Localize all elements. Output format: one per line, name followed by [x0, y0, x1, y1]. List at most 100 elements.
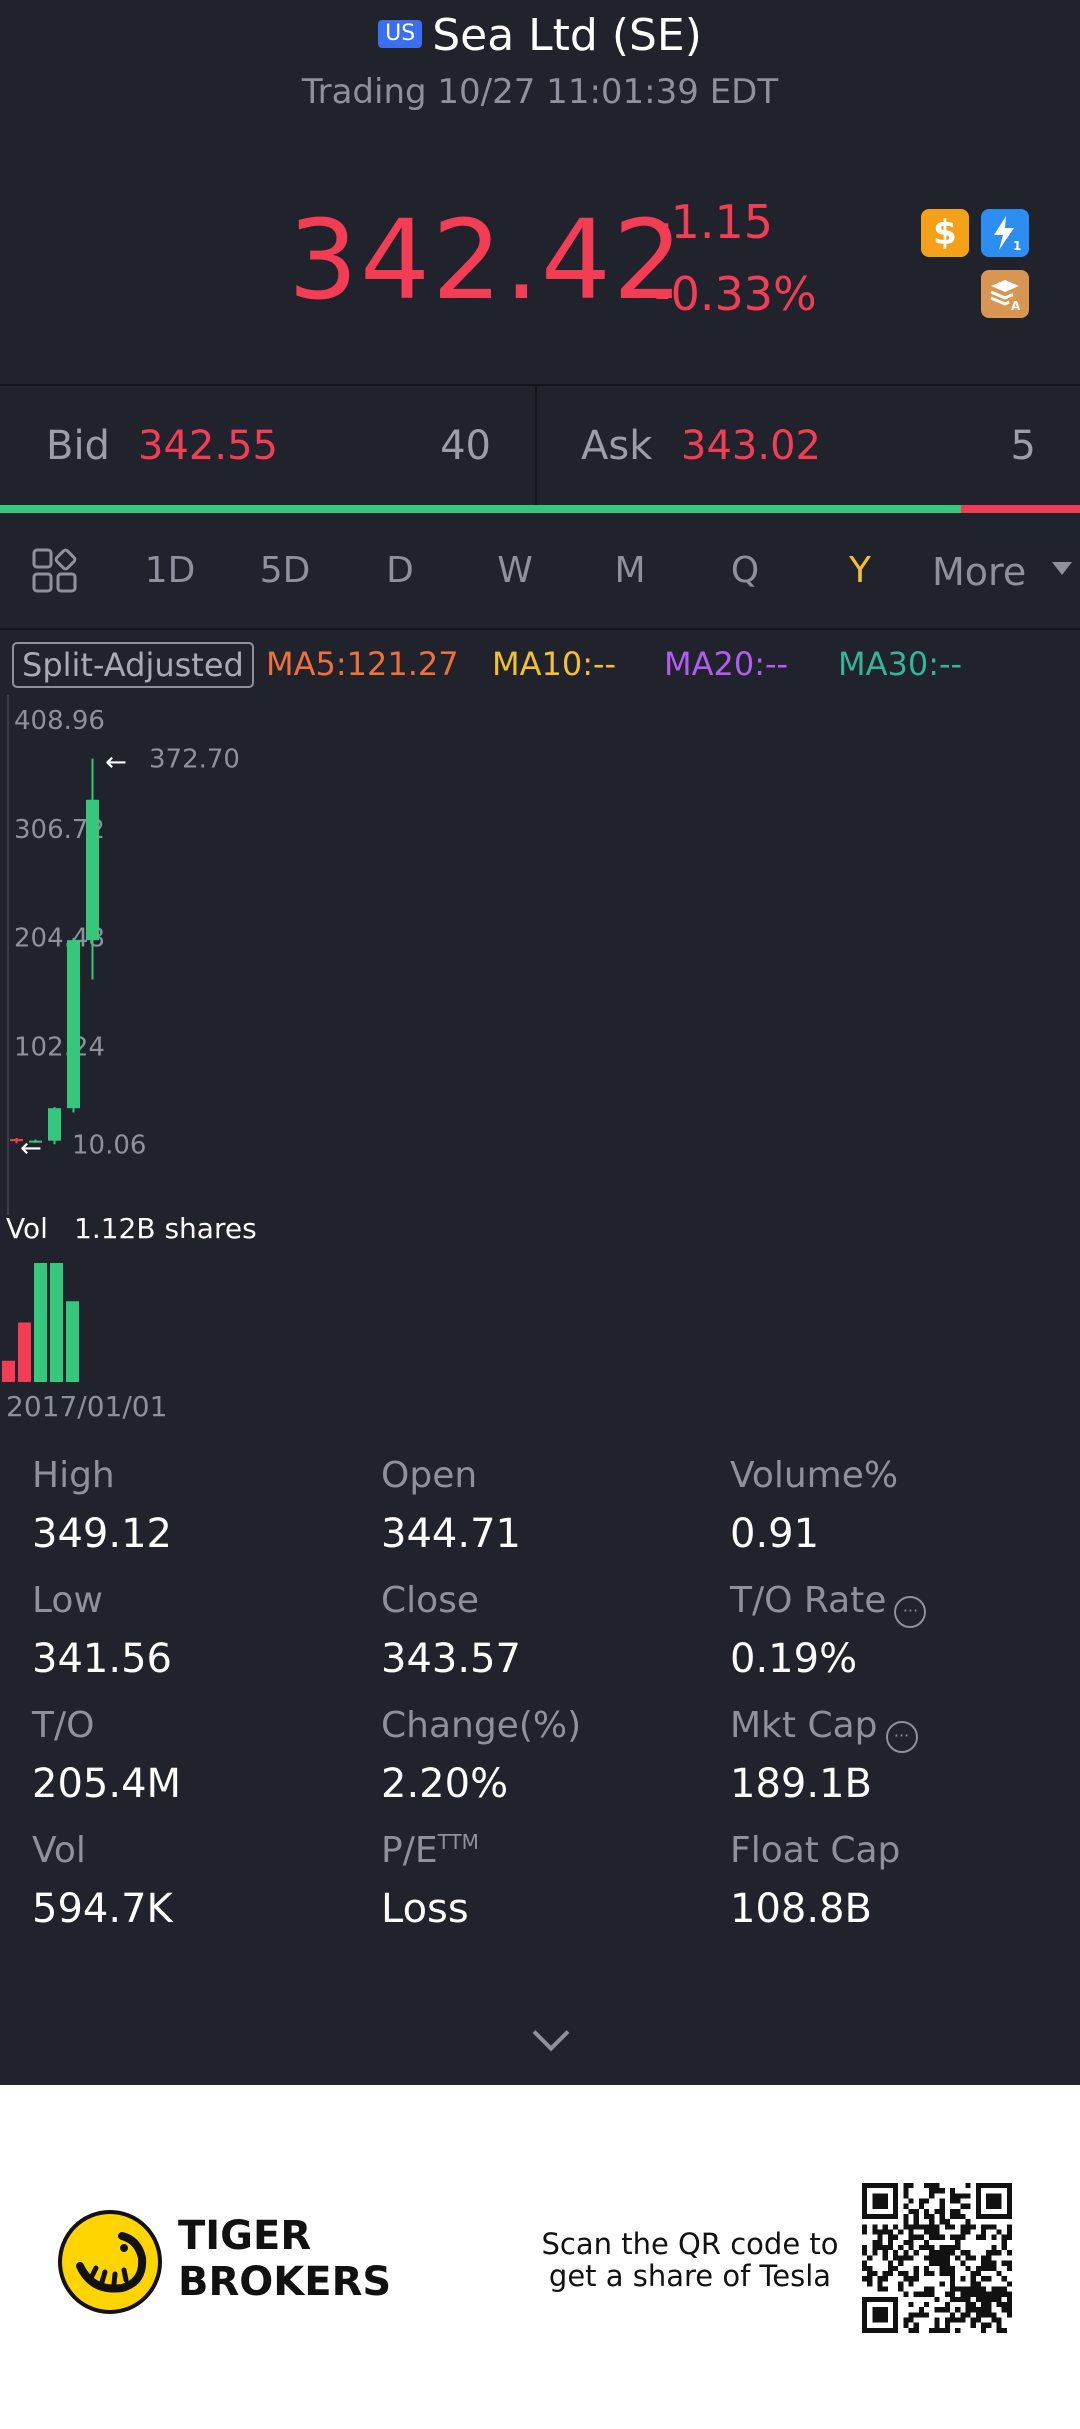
volume-value: 1.12B shares [74, 1212, 257, 1245]
ask-price: 343.02 [681, 423, 821, 469]
stat-label: Volume% [730, 1455, 898, 1496]
candle-body [10, 1139, 23, 1142]
brand-line-2: BROKERS [178, 2259, 392, 2305]
stat-label-text: Low [32, 1580, 103, 1621]
ma10-value: MA10:-- [492, 645, 617, 683]
y-tick-label: 102.24 [14, 1032, 105, 1062]
stat-label-text: Mkt Cap [730, 1705, 878, 1746]
tiger-logo-icon [58, 2210, 162, 2314]
stat-label-text: Float Cap [730, 1830, 901, 1871]
stat-label-text: T/O [32, 1705, 95, 1746]
brand-name: TIGER BROKERS [178, 2213, 391, 2305]
tab-q[interactable]: Q [730, 550, 760, 591]
volume-bar [18, 1322, 31, 1382]
price-change-percent: -0.33% [654, 267, 817, 321]
volume-bar [2, 1360, 15, 1382]
high-marker-label: 372.70 [149, 745, 240, 775]
chevron-down-icon[interactable] [1052, 562, 1072, 575]
chevron-down-icon[interactable] [532, 2014, 570, 2052]
more-info-icon[interactable]: ··· [894, 1596, 927, 1628]
tab-y[interactable]: Y [849, 550, 871, 591]
stat-value: 189.1B [730, 1761, 872, 1807]
stat-value: 0.19% [730, 1636, 858, 1682]
qr-code-icon [862, 2183, 1012, 2333]
ask-box[interactable]: Ask 343.02 5 [537, 386, 1080, 508]
layers-a-icon[interactable]: A [981, 270, 1029, 318]
stat-label[interactable]: Mkt Cap ··· [730, 1705, 918, 1753]
stat-label: Close [381, 1580, 479, 1621]
stat-label: Change(%) [381, 1705, 581, 1746]
bid-ratio-fill [0, 505, 962, 513]
candle-body [67, 940, 80, 1109]
stat-label-superscript: TTM [437, 1830, 479, 1854]
lightning-level1-icon[interactable]: 1 [981, 209, 1029, 257]
candle-body [29, 1140, 42, 1143]
high-arrow-icon: ← [105, 748, 127, 778]
low-marker-label: 10.06 [72, 1130, 146, 1160]
trading-status: Trading 10/27 11:01:39 EDT [301, 72, 779, 112]
stat-label-text: T/O Rate [730, 1580, 887, 1621]
market-badge: US [378, 20, 423, 48]
stat-label-text: Volume% [730, 1455, 899, 1496]
tab-d[interactable]: D [386, 550, 414, 591]
candles [10, 758, 99, 1145]
bid-size: 40 [440, 423, 491, 469]
bid-label: Bid [46, 423, 110, 469]
qr-caption-line-1: Scan the QR code to [541, 2227, 839, 2261]
tab-1d[interactable]: 1D [144, 550, 196, 591]
stat-label: Open [381, 1455, 477, 1496]
candle-body [48, 1108, 61, 1141]
volume-bar [34, 1263, 47, 1382]
svg-text:1: 1 [1013, 239, 1021, 252]
volume-bars [2, 1263, 79, 1382]
dollar-icon[interactable]: $ [921, 209, 969, 257]
low-arrow-icon: ← [20, 1133, 42, 1163]
stat-label[interactable]: T/O Rate ··· [730, 1580, 927, 1628]
order-book: Bid 342.55 40 Ask 343.02 5 [0, 384, 1080, 508]
stat-value: 344.71 [381, 1511, 521, 1557]
price-markers: ← 372.70 ← 10.06 [20, 745, 240, 1164]
tab-5d[interactable]: 5D [259, 550, 311, 591]
stat-value: 341.56 [32, 1636, 172, 1682]
x-start-label: 2017/01/01 [6, 1390, 167, 1423]
stat-label: Low [32, 1580, 103, 1621]
stat-label-text: Vol [32, 1830, 86, 1871]
stat-value: 0.91 [730, 1511, 820, 1557]
stat-label: Vol [32, 1830, 86, 1871]
more-info-icon[interactable]: ··· [885, 1721, 918, 1753]
y-tick-label: 408.96 [14, 706, 105, 736]
tab-more[interactable]: More [932, 550, 1027, 594]
stat-label: P/ETTM [381, 1830, 479, 1871]
price-change: -1.15 [654, 195, 774, 249]
stat-value: 343.57 [381, 1636, 521, 1682]
stock-title: US Sea Ltd (SE) [0, 10, 1080, 61]
stat-label-text: High [32, 1455, 115, 1496]
stat-value: 108.8B [730, 1886, 872, 1932]
ma20-value: MA20:-- [664, 645, 789, 683]
candle-body [86, 799, 99, 941]
tab-m[interactable]: M [614, 550, 646, 591]
stat-value: 2.20% [381, 1761, 509, 1807]
stat-value: 349.12 [32, 1511, 172, 1557]
stat-value: 594.7K [32, 1886, 173, 1932]
stat-label-text: P/E [381, 1830, 438, 1871]
stat-label-text: Close [381, 1580, 480, 1621]
stat-label: T/O [32, 1705, 94, 1746]
qr-caption-line-2: get a share of Tesla [548, 2259, 832, 2293]
chart-layout-icon[interactable] [32, 548, 78, 594]
brand-line-1: TIGER [178, 2213, 312, 2259]
stock-name: Sea Ltd (SE) [432, 10, 702, 61]
ask-label: Ask [581, 423, 653, 469]
share-footer: TIGER BROKERS Scan the QR code to get a … [0, 2085, 1080, 2429]
bid-box[interactable]: Bid 342.55 40 [0, 386, 537, 508]
ma5-value: MA5:121.27 [266, 645, 459, 683]
split-adjusted-toggle[interactable]: Split-Adjusted [12, 642, 254, 688]
period-tabs: 1D 5D D W M Q Y More [0, 518, 1080, 630]
svg-text:A: A [1011, 299, 1021, 312]
stat-value: 205.4M [32, 1761, 182, 1807]
stat-label-text: Change(%) [381, 1705, 582, 1746]
bid-price: 342.55 [138, 423, 278, 469]
tab-w[interactable]: W [497, 550, 533, 591]
